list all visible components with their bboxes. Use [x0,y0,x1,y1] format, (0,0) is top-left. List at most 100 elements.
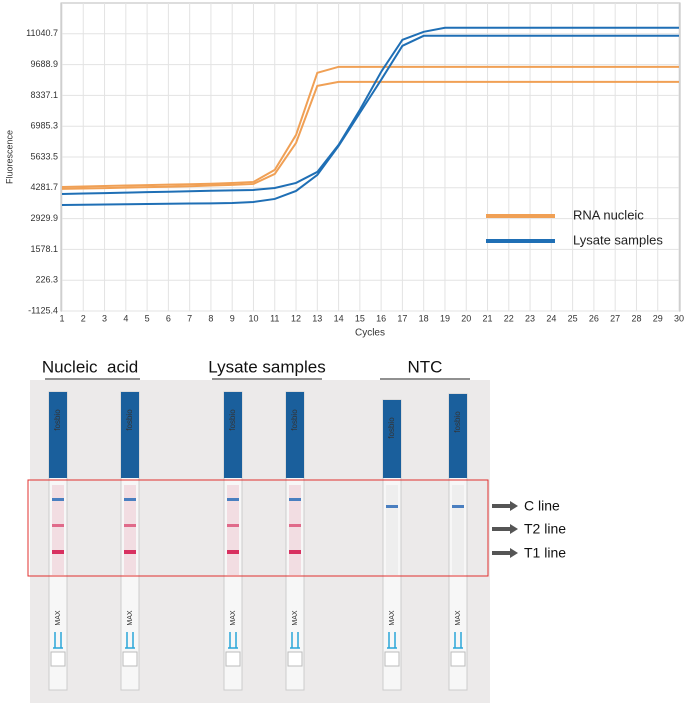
strip-max: MAX [292,610,299,626]
x-tick-label: 8 [208,313,213,323]
strip-tab [287,651,303,667]
x-tick-label: 14 [334,313,344,323]
strip-arrows [453,632,463,649]
x-tick-label: 27 [610,313,620,323]
t1-line [52,550,64,554]
x-tick-label: 2 [81,313,86,323]
series-line [61,26,679,195]
series-line [61,34,679,206]
x-tick-label: 10 [248,313,258,323]
strip-arrows [290,632,300,649]
group-label: NTC [408,357,443,376]
strip-max: MAX [455,610,462,626]
x-tick-label: 19 [440,313,450,323]
y-tick-label: 6985.3 [30,121,58,131]
strip-arrows [387,632,397,649]
line-label: C line [524,498,560,514]
y-tick-label: 11040.7 [26,28,58,38]
strip-tab [50,651,66,667]
strip-arrows [53,632,63,649]
c-line [289,498,301,501]
strip-window [452,485,464,575]
y-tick-label: -1125.4 [28,305,58,315]
strip-max: MAX [55,610,62,626]
photo-bg [30,380,490,703]
x-tick-label: 7 [187,313,192,323]
strip-tab [450,651,466,667]
line-label: T1 line [524,545,566,561]
x-tick-label: 28 [631,313,641,323]
x-tick-label: 23 [525,313,535,323]
y-tick-label: 4281.7 [30,182,58,192]
t2-line [227,524,239,527]
legend-label: RNA nucleic [573,207,644,222]
x-tick-label: 9 [230,313,235,323]
strip-tab [384,651,400,667]
series-line [61,65,679,188]
strip-tab [122,651,138,667]
c-line [452,505,464,508]
y-tick-label: 9688.9 [30,59,58,69]
group-label: Nucleic acid [42,357,138,376]
x-tick-label: 4 [123,313,128,323]
x-tick-label: 15 [355,313,365,323]
strip-max: MAX [127,610,134,626]
legend-label: Lysate samples [573,232,663,247]
x-tick-label: 12 [291,313,301,323]
x-tick-label: 3 [102,313,107,323]
c-line [52,498,64,501]
y-tick-label: 8337.1 [30,90,58,100]
strip-tab [225,651,241,667]
strip-arrows [125,632,135,649]
x-tick-label: 26 [589,313,599,323]
x-tick-label: 11 [270,313,279,323]
t1-line [227,550,239,554]
y-tick-label: 226.3 [35,275,58,285]
strip-cap [286,392,304,478]
x-tick-label: 5 [145,313,150,323]
arrow-head [510,501,518,511]
c-line [124,498,136,501]
x-tick-label: 22 [504,313,514,323]
strip-cap [49,392,67,478]
strip-brand: fosbio [125,409,134,431]
x-tick-label: 1 [59,313,64,323]
t2-line [289,524,301,527]
x-tick-label: 21 [483,313,493,323]
strip-max: MAX [389,610,396,626]
y-tick-label: 1578.1 [30,244,58,254]
line-markers: C line T2 line T1 line [492,498,566,561]
x-axis-label: Cycles [355,328,385,339]
strip-cap [449,394,467,478]
strip-window [386,485,398,575]
c-line [386,505,398,508]
x-tick-label: 16 [376,313,386,323]
strip-arrows [228,632,238,649]
x-tick-label: 24 [546,313,556,323]
x-tick-label: 18 [419,313,429,323]
t1-line [289,550,301,554]
x-tick-label: 30 [674,313,684,323]
x-tick-label: 20 [461,313,471,323]
group-label: Lysate samples [208,357,325,376]
x-tick-label: 25 [568,313,578,323]
x-tick-label: 17 [397,313,407,323]
c-line [227,498,239,501]
arrow-head [510,524,518,534]
y-axis-label: Fluorescence [4,130,14,184]
strip-brand: fosbio [387,417,396,439]
strip-cap [121,392,139,478]
strip-cap [383,400,401,478]
line-label: T2 line [524,521,566,537]
highlight-box [27,479,489,577]
x-tick-label: 13 [312,313,322,323]
strip-brand: fosbio [290,409,299,431]
grid [61,3,680,312]
strip-cap [224,392,242,478]
strip-max: MAX [230,610,237,626]
t1-line [124,550,136,554]
x-tick-label: 29 [653,313,663,323]
arrow-head [510,548,518,558]
strip-brand: fosbio [453,411,462,433]
